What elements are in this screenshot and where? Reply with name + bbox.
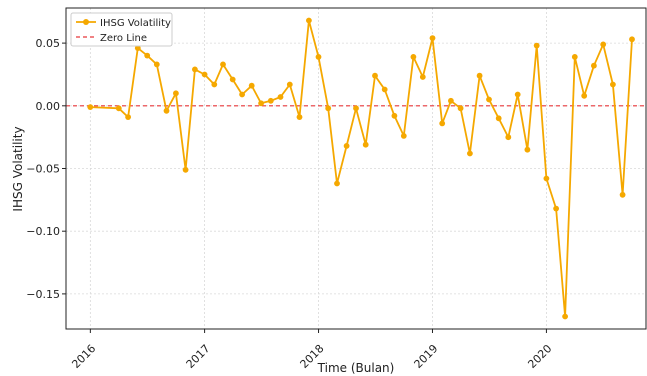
- data-point: [419, 74, 426, 80]
- data-point: [362, 141, 369, 148]
- data-point: [495, 115, 502, 122]
- data-point: [286, 81, 293, 88]
- data-point: [600, 41, 607, 48]
- data-point: [192, 66, 198, 73]
- legend-label-zero-line: Zero Line: [100, 33, 147, 44]
- data-point: [153, 61, 160, 68]
- data-point: [391, 112, 398, 119]
- x-axis: 2016 2017 2018 2019 2020: [69, 329, 554, 371]
- data-point: [163, 107, 170, 114]
- data-point: [524, 146, 531, 153]
- data-point: [306, 17, 312, 24]
- legend: IHSG Volatility Zero Line: [70, 12, 173, 47]
- data-point: [220, 61, 226, 68]
- data-point: [353, 105, 359, 112]
- x-tick-label: 2019: [412, 342, 441, 371]
- data-point: [125, 114, 131, 120]
- data-point: [543, 175, 550, 182]
- data-point: [325, 105, 332, 112]
- data-point: [343, 143, 350, 149]
- legend-box: [70, 12, 173, 47]
- data-point: [457, 105, 464, 112]
- data-point: [296, 114, 303, 120]
- data-point: [211, 81, 218, 88]
- data-point: [239, 91, 246, 98]
- data-point: [553, 205, 559, 212]
- data-point: [514, 91, 521, 98]
- data-point: [173, 90, 179, 97]
- data-point: [581, 92, 588, 99]
- data-point: [629, 36, 635, 43]
- y-tick-label: 0.00: [36, 100, 61, 113]
- data-point: [115, 105, 122, 112]
- grid-lines: [66, 8, 646, 329]
- data-point: [486, 96, 492, 103]
- data-point: [533, 42, 540, 49]
- data-point: [505, 134, 512, 141]
- data-point: [448, 97, 454, 104]
- data-point: [439, 120, 446, 127]
- data-point: [87, 104, 94, 110]
- data-point: [571, 54, 578, 60]
- data-point: [258, 100, 264, 107]
- y-tick-label: −0.05: [26, 163, 60, 176]
- data-point: [134, 45, 141, 51]
- x-tick-label: 2016: [69, 342, 98, 371]
- data-point: [410, 54, 417, 60]
- y-axis: 0.05 0.00 −0.05 −0.10 −0.15: [26, 37, 66, 301]
- y-tick-label: −0.10: [26, 225, 60, 238]
- data-point: [144, 52, 151, 59]
- data-point: [334, 180, 340, 187]
- data-point: [591, 62, 597, 69]
- data-point: [381, 86, 388, 93]
- data-point: [277, 94, 284, 100]
- x-tick-label: 2020: [525, 342, 554, 371]
- data-point: [562, 313, 568, 320]
- data-point: [429, 35, 436, 41]
- y-tick-label: 0.05: [36, 37, 61, 50]
- data-point: [467, 150, 473, 157]
- data-point: [182, 166, 189, 173]
- legend-marker-volatility: [83, 19, 89, 25]
- x-axis-label: Time (Bulan): [317, 361, 395, 375]
- data-point: [201, 71, 208, 78]
- y-axis-label: IHSG Volatility: [11, 126, 25, 211]
- data-point: [315, 54, 322, 60]
- data-point: [372, 72, 378, 79]
- data-point: [248, 82, 255, 89]
- data-point: [476, 72, 483, 79]
- data-point: [610, 81, 616, 88]
- x-tick-label: 2017: [184, 342, 213, 371]
- legend-label-volatility: IHSG Volatility: [100, 18, 171, 29]
- data-point: [619, 191, 626, 198]
- data-point: [267, 97, 274, 104]
- data-point: [229, 76, 236, 83]
- data-point: [400, 133, 407, 139]
- y-tick-label: −0.15: [26, 288, 60, 301]
- data-points: [87, 17, 635, 320]
